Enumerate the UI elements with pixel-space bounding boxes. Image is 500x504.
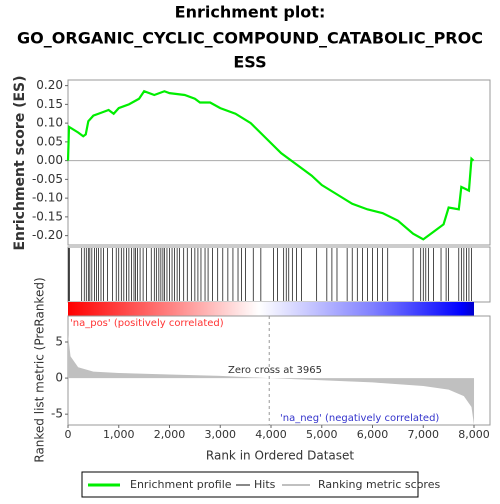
x-tick-label: 4,000 (255, 428, 287, 441)
y-tick-label: 0.20 (36, 78, 63, 92)
y-tick-label: 5 (55, 334, 63, 348)
chart-title: GO_ORGANIC_CYCLIC_COMPOUND_CATABOLIC_PRO… (17, 29, 483, 48)
annotation: 'na_neg' (negatively correlated) (280, 413, 439, 424)
y-tick-label: 0.05 (36, 134, 63, 148)
x-axis-label: Rank in Ordered Dataset (206, 449, 354, 463)
x-tick-label: 0 (65, 428, 72, 441)
x-tick-label: 2,000 (154, 428, 186, 441)
y-tick-label: 0.15 (36, 97, 63, 111)
legend-label: Ranking metric scores (318, 478, 440, 491)
enrichment-line (66, 89, 475, 241)
metric-panel (67, 315, 491, 426)
chart-title: ESS (233, 53, 266, 72)
y-tick-label: -0.20 (32, 228, 63, 242)
x-tick-label: 6,000 (357, 428, 389, 441)
y-axis-label: Ranked list metric (PreRanked) (33, 277, 47, 462)
color-bar (68, 302, 474, 316)
chart-title: Enrichment plot: (175, 3, 326, 22)
y-tick-label: 0 (55, 371, 63, 385)
metric-area (68, 334, 475, 425)
legend-label: Hits (254, 478, 276, 491)
y-axis-label: Enrichment score (ES) (12, 75, 28, 250)
y-tick-label: -5 (51, 407, 63, 421)
es-panel (67, 79, 491, 246)
annotation: 'na_pos' (positively correlated) (70, 318, 224, 329)
x-tick-label: 5,000 (306, 428, 338, 441)
y-tick-label: -0.05 (32, 172, 63, 186)
legend-label: Enrichment profile (130, 478, 232, 491)
x-tick-label: 3,000 (205, 428, 237, 441)
y-tick-label: 0.00 (36, 153, 63, 167)
x-tick-label: 1,000 (103, 428, 135, 441)
annotation: Zero cross at 3965 (228, 365, 322, 376)
hits-panel (67, 246, 491, 303)
y-tick-label: -0.15 (32, 209, 63, 223)
x-tick-label: 7,000 (408, 428, 440, 441)
x-tick-label: 8,000 (458, 428, 490, 441)
y-tick-label: 0.10 (36, 116, 63, 130)
y-tick-label: -0.10 (32, 191, 63, 205)
